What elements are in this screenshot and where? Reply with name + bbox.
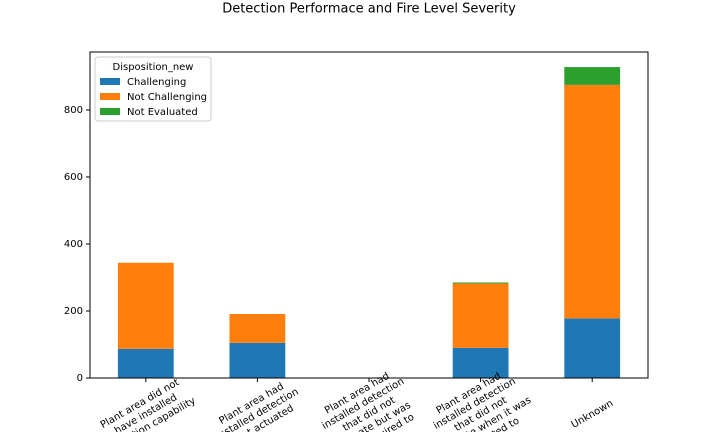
- y-tick-label: 200: [64, 306, 83, 317]
- chart-title: Detection Performace and Fire Level Seve…: [222, 2, 516, 17]
- bar-segment: [117, 348, 174, 378]
- plot-frame: [89, 51, 649, 379]
- legend-swatch: [100, 93, 120, 100]
- legend-swatch: [100, 78, 120, 85]
- bar-segment: [229, 314, 286, 343]
- bar-segment: [564, 318, 621, 378]
- bar-segment: [117, 262, 174, 349]
- legend-title: Disposition_new: [113, 62, 194, 73]
- y-tick-label: 0: [77, 373, 83, 384]
- x-tick-label: Plant area hadinstalled detectionthat ac…: [209, 376, 307, 432]
- y-tick-label: 600: [64, 172, 83, 183]
- y-tick-label: 400: [64, 239, 83, 250]
- bar-segment: [229, 342, 286, 378]
- y-tick-label: 800: [64, 105, 83, 116]
- x-tick-label: Plant area did nothave installeddetectio…: [94, 374, 197, 432]
- bar-segment: [452, 282, 509, 284]
- legend-label: Not Challenging: [127, 92, 207, 103]
- x-tick-label: Unknown: [570, 398, 616, 431]
- bar-segment: [452, 347, 509, 378]
- bar-segment: [452, 283, 509, 348]
- legend-label: Challenging: [127, 77, 186, 88]
- legend-swatch: [100, 108, 120, 115]
- legend-box: [94, 56, 212, 122]
- bar-segment: [564, 67, 621, 85]
- x-tick-label: Plant area hadinstalled detectionthat di…: [314, 366, 424, 432]
- legend-label: Not Evaluated: [127, 107, 198, 118]
- bar-segment: [564, 84, 621, 319]
